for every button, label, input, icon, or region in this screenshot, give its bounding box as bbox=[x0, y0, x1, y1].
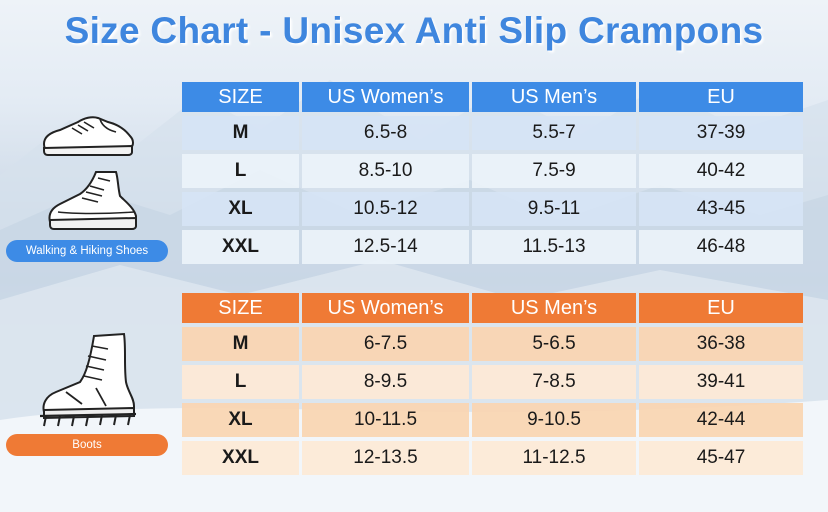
table-row: XL 10.5-12 9.5-11 43-45 bbox=[182, 192, 803, 226]
column-header-us-mens: US Men’s bbox=[472, 293, 636, 323]
walking-shoe-icon bbox=[42, 116, 134, 156]
us-womens-cell: 10.5-12 bbox=[302, 192, 469, 226]
us-mens-cell: 5-6.5 bbox=[472, 327, 636, 361]
column-header-us-mens: US Men’s bbox=[472, 82, 636, 112]
us-mens-cell: 11-12.5 bbox=[472, 441, 636, 475]
us-womens-cell: 10-11.5 bbox=[302, 403, 469, 437]
us-mens-cell: 11.5-13 bbox=[472, 230, 636, 264]
page-title: Size Chart - Unisex Anti Slip Crampons bbox=[64, 10, 764, 51]
walking-hiking-shoes-label: Walking & Hiking Shoes bbox=[6, 240, 168, 262]
size-cell: L bbox=[182, 154, 299, 188]
size-cell: M bbox=[182, 116, 299, 150]
table-header-row: SIZE US Women’s US Men’s EU bbox=[182, 82, 803, 112]
column-header-us-womens: US Women’s bbox=[302, 293, 469, 323]
table-row: M 6.5-8 5.5-7 37-39 bbox=[182, 116, 803, 150]
us-mens-cell: 5.5-7 bbox=[472, 116, 636, 150]
table-row: L 8-9.5 7-8.5 39-41 bbox=[182, 365, 803, 399]
eu-cell: 42-44 bbox=[639, 403, 803, 437]
us-womens-cell: 6.5-8 bbox=[302, 116, 469, 150]
column-header-size: SIZE bbox=[182, 293, 299, 323]
eu-cell: 36-38 bbox=[639, 327, 803, 361]
table-row: M 6-7.5 5-6.5 36-38 bbox=[182, 327, 803, 361]
size-cell: XL bbox=[182, 192, 299, 226]
size-cell: XXL bbox=[182, 230, 299, 264]
size-cell: XXL bbox=[182, 441, 299, 475]
us-mens-cell: 9-10.5 bbox=[472, 403, 636, 437]
eu-cell: 43-45 bbox=[639, 192, 803, 226]
size-cell: L bbox=[182, 365, 299, 399]
boots-label: Boots bbox=[6, 434, 168, 456]
column-header-eu: EU bbox=[639, 82, 803, 112]
column-header-eu: EU bbox=[639, 293, 803, 323]
size-cell: XL bbox=[182, 403, 299, 437]
eu-cell: 37-39 bbox=[639, 116, 803, 150]
us-mens-cell: 7-8.5 bbox=[472, 365, 636, 399]
size-cell: M bbox=[182, 327, 299, 361]
column-header-size: SIZE bbox=[182, 82, 299, 112]
us-mens-cell: 9.5-11 bbox=[472, 192, 636, 226]
us-womens-cell: 8.5-10 bbox=[302, 154, 469, 188]
us-womens-cell: 12-13.5 bbox=[302, 441, 469, 475]
table-row: XXL 12.5-14 11.5-13 46-48 bbox=[182, 230, 803, 264]
eu-cell: 46-48 bbox=[639, 230, 803, 264]
eu-cell: 40-42 bbox=[639, 154, 803, 188]
eu-cell: 39-41 bbox=[639, 365, 803, 399]
boot-with-crampon-icon bbox=[39, 332, 137, 427]
us-womens-cell: 12.5-14 bbox=[302, 230, 469, 264]
shoe-size-table: SIZE US Women’s US Men’s EU M 6.5-8 5.5-… bbox=[179, 78, 806, 268]
table-row: XXL 12-13.5 11-12.5 45-47 bbox=[182, 441, 803, 475]
us-womens-cell: 8-9.5 bbox=[302, 365, 469, 399]
table-header-row: SIZE US Women’s US Men’s EU bbox=[182, 293, 803, 323]
eu-cell: 45-47 bbox=[639, 441, 803, 475]
us-mens-cell: 7.5-9 bbox=[472, 154, 636, 188]
column-header-us-womens: US Women’s bbox=[302, 82, 469, 112]
table-row: L 8.5-10 7.5-9 40-42 bbox=[182, 154, 803, 188]
us-womens-cell: 6-7.5 bbox=[302, 327, 469, 361]
table-row: XL 10-11.5 9-10.5 42-44 bbox=[182, 403, 803, 437]
boot-size-table: SIZE US Women’s US Men’s EU M 6-7.5 5-6.… bbox=[179, 289, 806, 479]
hiking-shoe-icon bbox=[48, 171, 137, 230]
